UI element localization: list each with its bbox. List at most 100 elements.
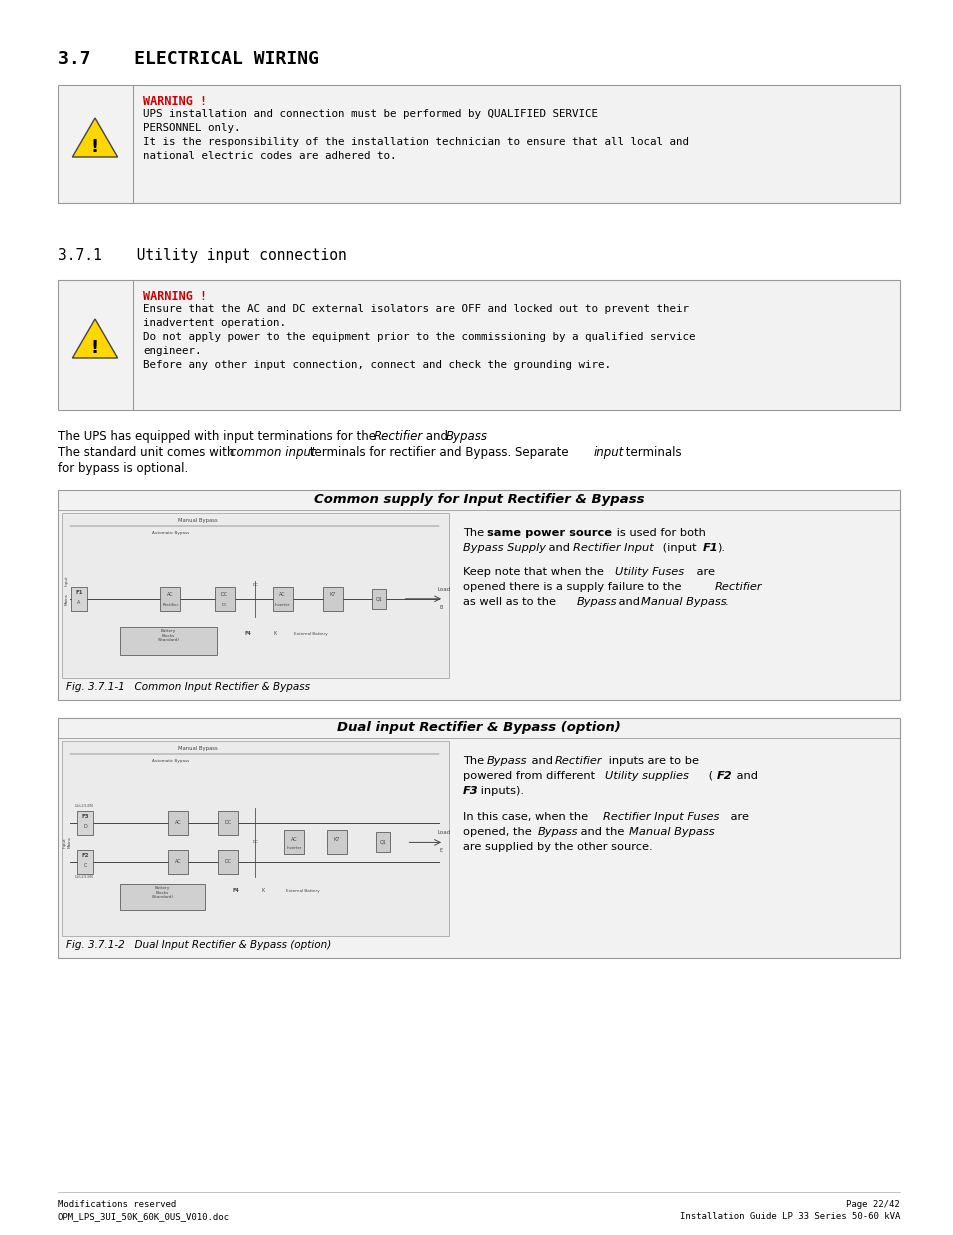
Text: Bypass: Bypass <box>446 430 488 443</box>
Text: AC: AC <box>291 837 297 842</box>
Text: A: A <box>77 600 81 605</box>
Text: Installation Guide LP 33 Series 50-60 kVA: Installation Guide LP 33 Series 50-60 kV… <box>679 1212 899 1221</box>
Text: are: are <box>692 567 714 577</box>
Text: Bypass: Bypass <box>537 827 578 837</box>
Text: AC: AC <box>174 820 181 825</box>
Text: Battery
Blocks
(Standard): Battery Blocks (Standard) <box>157 629 179 642</box>
Text: is used for both: is used for both <box>613 529 705 538</box>
Text: and: and <box>615 597 643 606</box>
Bar <box>160 587 180 611</box>
Text: Bypass Supply: Bypass Supply <box>462 543 545 553</box>
Text: Manual Bypass: Manual Bypass <box>177 517 217 522</box>
Text: Automatic Bypass: Automatic Bypass <box>152 531 189 535</box>
Text: Manual Bypass: Manual Bypass <box>628 827 714 837</box>
Text: The standard unit comes with: The standard unit comes with <box>58 446 238 459</box>
Text: Do not apply power to the equipment prior to the commissioning by a qualified se: Do not apply power to the equipment prio… <box>143 332 695 342</box>
Bar <box>168 811 188 835</box>
Text: Input: Input <box>65 576 69 587</box>
Bar <box>120 627 216 655</box>
Text: Keep note that when the: Keep note that when the <box>462 567 607 577</box>
Text: Automatic Bypass: Automatic Bypass <box>152 760 189 763</box>
Text: In this case, when the: In this case, when the <box>462 811 591 823</box>
Text: Fig. 3.7.1-2   Dual Input Rectifier & Bypass (option): Fig. 3.7.1-2 Dual Input Rectifier & Bypa… <box>66 940 331 950</box>
Text: engineer.: engineer. <box>143 346 201 356</box>
Text: powered from different: powered from different <box>462 771 598 781</box>
Bar <box>168 850 188 874</box>
Text: The UPS has equipped with input terminations for the: The UPS has equipped with input terminat… <box>58 430 379 443</box>
Bar <box>77 850 92 874</box>
Text: Modifications reserved: Modifications reserved <box>58 1200 176 1209</box>
Bar <box>58 85 899 203</box>
Text: E: E <box>439 848 442 853</box>
Text: Utility supplies: Utility supplies <box>604 771 688 781</box>
Bar <box>71 587 87 611</box>
Text: AC: AC <box>167 593 173 598</box>
Text: F2: F2 <box>717 771 732 781</box>
Bar <box>273 587 293 611</box>
Text: inadvertent operation.: inadvertent operation. <box>143 317 286 329</box>
Bar <box>218 811 238 835</box>
Text: F1: F1 <box>702 543 718 553</box>
Text: Mains: Mains <box>65 593 69 605</box>
Text: Dual input Rectifier & Bypass (option): Dual input Rectifier & Bypass (option) <box>336 721 620 735</box>
Text: Utility Fuses: Utility Fuses <box>615 567 683 577</box>
Text: F1: F1 <box>75 590 83 595</box>
Text: terminals: terminals <box>621 446 680 459</box>
Text: AC: AC <box>174 860 181 864</box>
Bar <box>327 830 346 855</box>
Text: L1/L2/L3/N: L1/L2/L3/N <box>74 804 93 808</box>
Text: Manual Bypass: Manual Bypass <box>640 597 726 606</box>
Text: F2: F2 <box>81 853 89 858</box>
Text: (input: (input <box>659 543 700 553</box>
Text: Rectifier: Rectifier <box>162 603 178 606</box>
Text: Inverter: Inverter <box>286 846 301 851</box>
Bar <box>375 832 390 852</box>
Text: External Battery: External Battery <box>294 632 328 636</box>
Text: L1/L2/L3/N: L1/L2/L3/N <box>74 874 93 879</box>
Text: !: ! <box>91 340 99 357</box>
Text: B: B <box>438 605 442 610</box>
Text: OPM_LPS_3UI_50K_60K_0US_V010.doc: OPM_LPS_3UI_50K_60K_0US_V010.doc <box>58 1212 230 1221</box>
Text: Battery
Blocks
(Standard): Battery Blocks (Standard) <box>152 887 173 899</box>
Text: Ensure that the AC and DC external isolators are OFF and locked out to prevent t: Ensure that the AC and DC external isola… <box>143 304 688 314</box>
Text: as well as to the: as well as to the <box>462 597 559 606</box>
Text: .: . <box>724 597 728 606</box>
Text: opened, the: opened, the <box>462 827 535 837</box>
Text: Rectifier: Rectifier <box>714 582 761 592</box>
Text: DC: DC <box>225 860 232 864</box>
Text: F3: F3 <box>81 814 89 819</box>
Text: common input: common input <box>230 446 315 459</box>
Text: Before any other input connection, connect and check the grounding wire.: Before any other input connection, conne… <box>143 359 610 370</box>
Bar <box>322 587 342 611</box>
Text: and the: and the <box>577 827 627 837</box>
Text: same power source: same power source <box>486 529 612 538</box>
Text: 3.7    ELECTRICAL WIRING: 3.7 ELECTRICAL WIRING <box>58 49 318 68</box>
Text: AC: AC <box>279 593 286 598</box>
Text: K7: K7 <box>330 593 335 598</box>
Text: C: C <box>83 863 87 868</box>
Text: Fig. 3.7.1-1   Common Input Rectifier & Bypass: Fig. 3.7.1-1 Common Input Rectifier & By… <box>66 682 310 692</box>
Text: (: ( <box>704 771 713 781</box>
Text: !: ! <box>91 138 99 156</box>
Text: ).: ). <box>717 543 724 553</box>
Text: Load: Load <box>436 587 450 592</box>
Text: WARNING !: WARNING ! <box>143 95 207 107</box>
Text: WARNING !: WARNING ! <box>143 290 207 303</box>
Text: K7: K7 <box>334 837 339 842</box>
Text: D: D <box>83 824 87 829</box>
Text: and: and <box>421 430 452 443</box>
Bar <box>58 490 899 700</box>
Text: and: and <box>732 771 758 781</box>
Text: K: K <box>261 888 265 893</box>
Text: Inverter: Inverter <box>274 603 290 606</box>
Text: terminals for rectifier and Bypass. Separate: terminals for rectifier and Bypass. Sepa… <box>306 446 572 459</box>
Text: DC: DC <box>253 583 258 587</box>
Text: DC: DC <box>221 603 227 606</box>
Text: Rectifier Input: Rectifier Input <box>573 543 653 553</box>
Text: The: The <box>462 529 487 538</box>
Text: The: The <box>462 756 487 766</box>
Text: DC: DC <box>221 593 228 598</box>
Text: for bypass is optional.: for bypass is optional. <box>58 462 188 475</box>
Text: and: and <box>527 756 556 766</box>
Text: DC: DC <box>253 840 258 845</box>
